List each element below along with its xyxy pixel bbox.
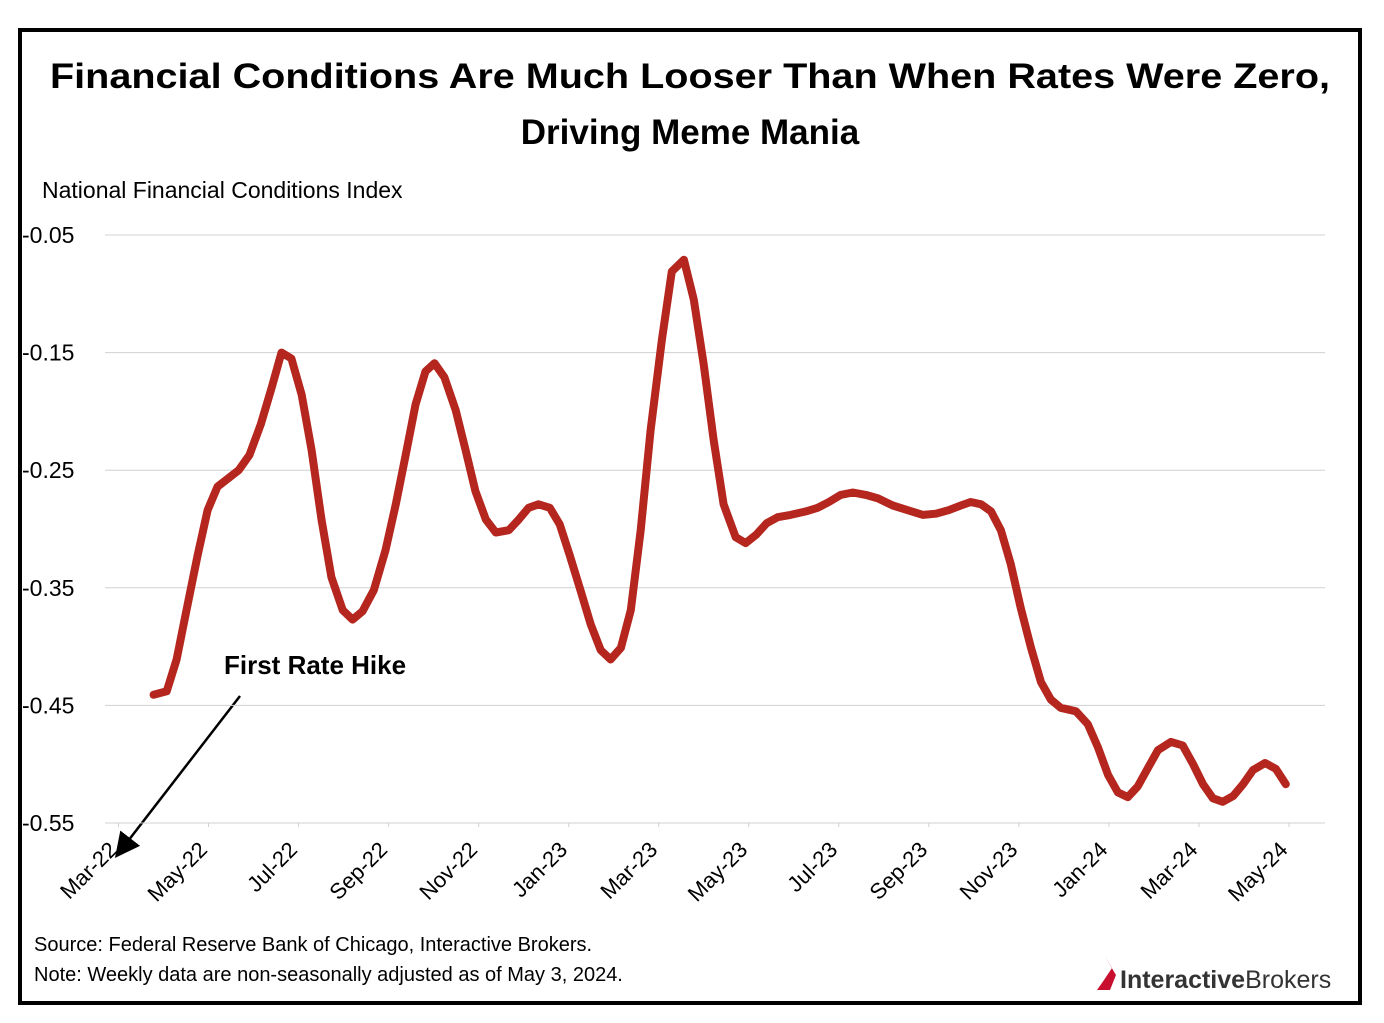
annotation: First Rate Hike — [224, 650, 406, 680]
source: Source: Federal Reserve Bank of Chicago,… — [34, 934, 592, 956]
logo: InteractiveBrokers — [1120, 966, 1331, 994]
chart-title: Financial Conditions Are Much Looser Tha… — [50, 57, 1330, 96]
y-axis-label: National Financial Conditions Index — [42, 177, 403, 203]
y-tick-label: -0.05 — [22, 222, 74, 248]
y-tick-label: -0.45 — [22, 692, 74, 718]
data-line — [149, 255, 1290, 806]
y-tick-label: -0.55 — [22, 810, 74, 836]
frame — [18, 28, 1362, 1005]
chart-title: Driving Meme Mania — [521, 113, 860, 152]
logo-part: Brokers — [1245, 966, 1331, 994]
note: Note: Weekly data are non-seasonally adj… — [34, 964, 623, 986]
logo-part: Interactive — [1120, 966, 1245, 994]
y-tick-label: -0.35 — [22, 575, 74, 601]
logo-icon — [1097, 955, 1116, 990]
y-tick-label: -0.15 — [22, 340, 74, 366]
annotation-arrow — [114, 695, 241, 858]
y-tick-label: -0.25 — [22, 457, 74, 483]
